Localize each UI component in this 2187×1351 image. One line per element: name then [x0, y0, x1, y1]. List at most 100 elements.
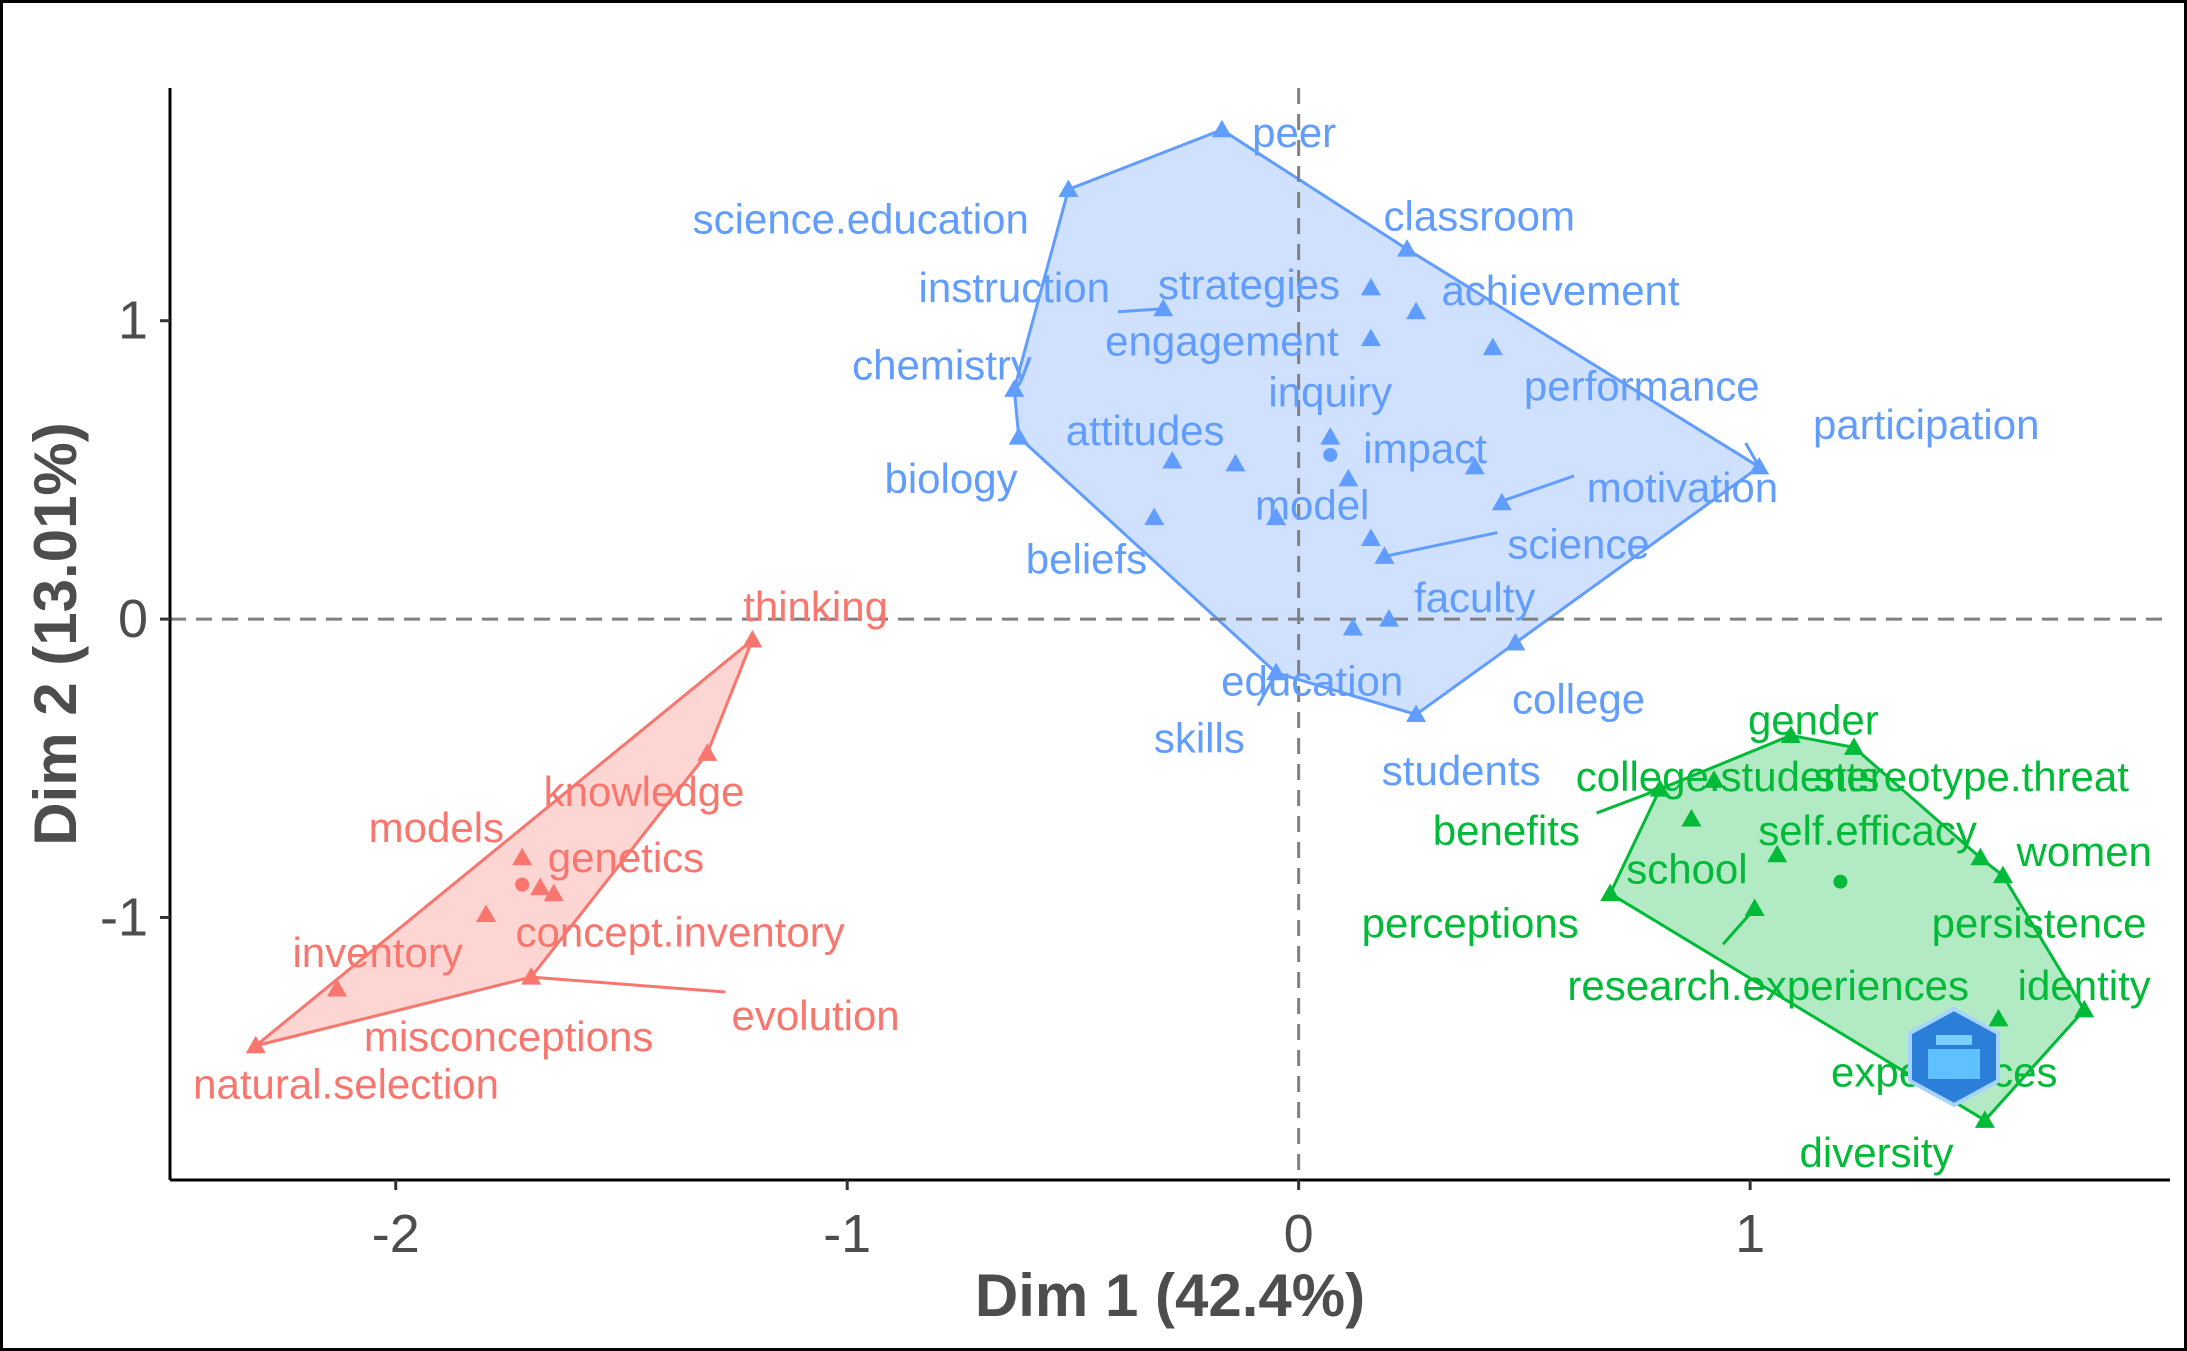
data-points [245, 119, 2095, 1128]
point-label: attitudes [1066, 407, 1225, 454]
point-label: performance [1524, 362, 1760, 409]
point-marker [1266, 662, 1287, 681]
cluster-hull-2 [1012, 128, 1761, 717]
point-marker [1491, 492, 1512, 511]
point-marker [1360, 328, 1381, 347]
point-label: peer [1252, 109, 1336, 156]
point-label: benefits [1433, 807, 1580, 854]
point-marker [697, 743, 718, 761]
point-label: evolution [732, 992, 900, 1039]
point-label: misconceptions [364, 1013, 653, 1060]
point-label: models [369, 804, 504, 851]
point-label: knowledge [544, 768, 745, 815]
point-label: biology [884, 455, 1017, 502]
point-marker [1162, 450, 1183, 469]
point-label: motivation [1587, 464, 1778, 511]
point-marker [1464, 456, 1485, 475]
point-label: stereotype.threat [1814, 753, 2130, 800]
point-marker [1406, 704, 1427, 723]
point-label: diversity [1800, 1129, 1954, 1176]
point-marker [1992, 865, 2013, 884]
point-marker [1266, 507, 1287, 526]
point-marker [1374, 546, 1395, 564]
point-label: gender [1748, 697, 1879, 744]
point-marker [1211, 119, 1232, 138]
point-marker [245, 1035, 266, 1054]
point-label: college.students [1576, 753, 1880, 800]
point-marker [1338, 468, 1359, 487]
x-tick-label: 0 [1284, 1204, 1314, 1264]
point-label: perceptions [1362, 899, 1579, 946]
point-label: chemistry [852, 341, 1032, 388]
point-label: school [1626, 846, 1747, 893]
point-marker [1649, 779, 1670, 797]
cluster-centroid-2 [1323, 447, 1338, 462]
point-marker [1681, 808, 1702, 827]
point-label: impact [1363, 425, 1487, 472]
y-tick-label: 1 [118, 291, 148, 351]
cluster-centroid-1 [515, 877, 530, 892]
point-marker [1144, 507, 1165, 526]
y-axis-title: Dim 2 (13.01%) [22, 422, 89, 846]
point-marker [530, 877, 551, 896]
point-marker [1406, 301, 1427, 320]
point-marker [327, 979, 348, 997]
point-marker [1342, 618, 1363, 636]
point-marker [1482, 337, 1503, 356]
point-marker [512, 847, 533, 866]
leader-line [1596, 787, 1661, 815]
axes: -2 -1 0 1 -1 0 1 Dim 1 (42.4%) Dim 2 (13.01%) [22, 88, 2170, 1329]
point-label: research.experiences [1567, 962, 1969, 1009]
point-labels: thinking knowledge models genetics concept.i… [193, 109, 2152, 1176]
point-marker [1397, 239, 1418, 257]
point-label: participation [1813, 401, 2039, 448]
point-label: classroom [1384, 192, 1575, 239]
y-tick-label: -1 [100, 887, 148, 947]
point-label: natural.selection [193, 1061, 499, 1108]
point-label: engagement [1105, 318, 1339, 365]
point-marker [1704, 770, 1725, 788]
point-marker [1320, 427, 1341, 445]
point-marker [742, 629, 763, 648]
reference-lines [170, 88, 2170, 1180]
point-label: persistence [1932, 899, 2147, 946]
point-label: instruction [919, 264, 1110, 311]
point-label: science.education [693, 195, 1029, 242]
point-label: achievement [1441, 267, 1679, 314]
point-label: inventory [292, 929, 462, 976]
point-label: faculty [1414, 574, 1535, 621]
x-tick-label: -2 [372, 1204, 420, 1264]
point-marker [1360, 277, 1381, 296]
point-marker [1780, 725, 1801, 743]
point-label: model [1255, 482, 1369, 529]
point-marker [1505, 632, 1526, 651]
cluster-centroid-3 [1833, 874, 1848, 889]
point-marker [476, 904, 497, 922]
point-label: skills [1154, 714, 1245, 761]
point-marker [1744, 898, 1765, 916]
bibliometrix-logo [1908, 1006, 2000, 1108]
point-marker [1360, 528, 1381, 547]
point-marker [1843, 737, 1864, 755]
point-marker [1058, 179, 1079, 197]
point-label: strategies [1158, 261, 1340, 308]
point-label: self.efficacy [1758, 807, 1977, 854]
point-marker [1974, 1110, 1995, 1128]
leader-line [1496, 474, 1575, 505]
point-marker [1004, 379, 1025, 397]
point-marker [1378, 609, 1399, 627]
point-label: college [1512, 676, 1645, 723]
point-marker [1225, 453, 1246, 472]
point-marker [521, 967, 542, 985]
point-label: education [1221, 658, 1403, 705]
x-axis-title: Dim 1 (42.4%) [975, 1262, 1365, 1329]
point-label: thinking [743, 583, 888, 630]
point-label: students [1382, 747, 1541, 794]
point-marker [2074, 999, 2095, 1018]
point-marker [1008, 427, 1029, 445]
y-tick-label: 0 [118, 589, 148, 649]
x-tick-label: -1 [823, 1204, 871, 1264]
point-marker [1600, 883, 1621, 902]
point-marker [1767, 844, 1788, 863]
